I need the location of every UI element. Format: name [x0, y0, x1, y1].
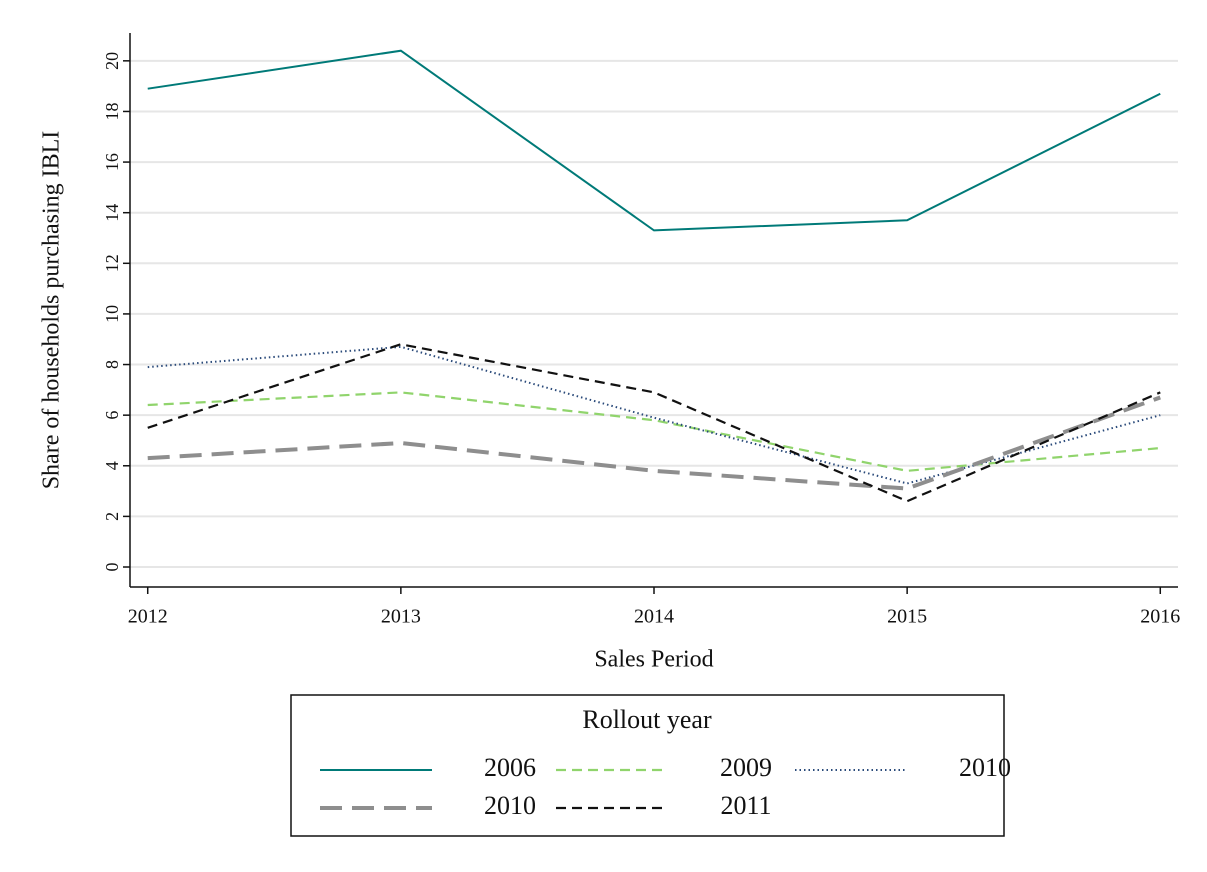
- y-tick-label: 16: [102, 153, 122, 171]
- y-tick-label: 2: [102, 512, 122, 521]
- legend-label: 2009: [720, 753, 772, 782]
- series-line: [147, 395, 1161, 491]
- legend-box: [290, 694, 1005, 837]
- x-tick-label: 2016: [1140, 606, 1180, 628]
- y-tick-label: 20: [102, 52, 122, 70]
- y-tick-label: 10: [102, 305, 122, 323]
- y-tick-label: 14: [102, 204, 122, 222]
- legend-label: 2010: [959, 753, 1011, 782]
- x-tick-label: 2014: [634, 606, 674, 628]
- x-tick-label: 2012: [128, 606, 168, 628]
- legend-label: 2010: [484, 791, 536, 820]
- x-axis-title: Sales Period: [594, 647, 713, 673]
- series-line: [147, 391, 1161, 472]
- y-tick-label: 6: [102, 411, 122, 420]
- y-tick-label: 8: [102, 360, 122, 369]
- legend-label: 2006: [484, 753, 536, 782]
- x-tick-label: 2013: [381, 606, 421, 628]
- legend-title: Rollout year: [582, 705, 712, 734]
- series-line: [147, 343, 1161, 503]
- x-tick-label: 2015: [887, 606, 927, 628]
- y-tick-label: 0: [102, 563, 122, 572]
- series-line: [147, 49, 1161, 232]
- y-axis-title: Share of households purchasing IBLI: [39, 131, 65, 490]
- y-tick-label: 12: [102, 254, 122, 272]
- y-tick-label: 18: [102, 102, 122, 120]
- legend-label: 2011: [720, 791, 771, 820]
- y-tick-label: 4: [102, 461, 122, 470]
